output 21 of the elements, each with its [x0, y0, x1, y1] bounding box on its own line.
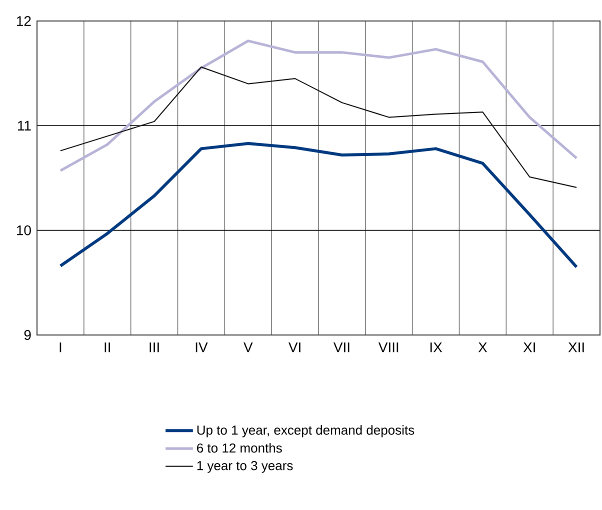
- line-series: [59, 40, 578, 172]
- y-tick-label: 11: [18, 120, 31, 130]
- x-tick-label: IV: [196, 342, 208, 352]
- x-tick-label: VIII: [378, 342, 398, 352]
- x-tick-label: XII: [568, 342, 584, 352]
- x-tick-label: IX: [430, 342, 442, 352]
- x-tick-label: VI: [288, 342, 300, 352]
- legend-label: 1 year to 3 years: [197, 461, 293, 473]
- legend-label: 6 to 12 months: [197, 443, 282, 453]
- x-tick-label: V: [244, 342, 253, 352]
- legend-label: Up to 1 year, except demand deposits: [197, 425, 414, 438]
- line-series: [58, 142, 578, 268]
- y-tick-label: 10: [16, 225, 31, 236]
- x-tick-label: III: [150, 342, 159, 352]
- x-tick-label: X: [478, 342, 488, 352]
- y-tick-label: 12: [16, 16, 31, 26]
- x-tick-label: I: [60, 342, 62, 352]
- x-tick-label: VII: [333, 342, 350, 352]
- x-tick-label: XI: [523, 342, 535, 352]
- x-tick-label: II: [104, 342, 110, 352]
- y-tick-label: 9: [24, 330, 31, 340]
